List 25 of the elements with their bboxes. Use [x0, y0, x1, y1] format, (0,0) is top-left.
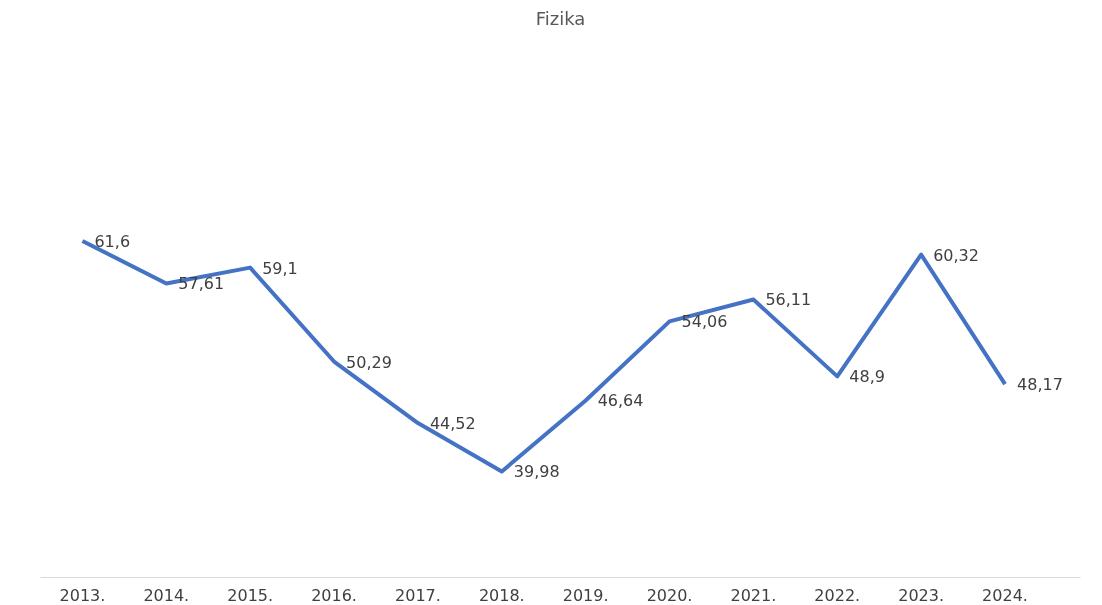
- data-label: 60,32: [933, 245, 979, 265]
- data-label: 61,6: [94, 231, 131, 251]
- data-label: 48,17: [1017, 375, 1063, 395]
- chart-title: Fizika: [535, 7, 586, 29]
- data-label: 50,29: [346, 352, 392, 372]
- x-tick-label: 2019.: [562, 585, 609, 605]
- x-tick-label: 2020.: [646, 585, 693, 605]
- x-tick-label: 2013.: [59, 585, 106, 605]
- data-label: 54,06: [681, 312, 728, 332]
- x-tick-label: 2014.: [143, 585, 190, 605]
- data-label: 44,52: [429, 414, 476, 434]
- x-tick-label: 2016.: [311, 585, 357, 605]
- data-label: 59,1: [262, 258, 298, 278]
- x-tick-label: 2017.: [395, 585, 441, 605]
- data-label: 48,9: [849, 367, 885, 387]
- x-tick-label: 2018.: [478, 585, 525, 605]
- x-tick-label: 2022.: [814, 585, 861, 605]
- data-label: 46,64: [597, 391, 644, 411]
- x-tick-label: 2021.: [730, 585, 777, 605]
- data-label: 56,11: [765, 290, 812, 310]
- x-tick-label: 2023.: [898, 585, 945, 605]
- data-label: 39,98: [513, 462, 560, 482]
- x-tick-label: 2015.: [227, 585, 274, 605]
- data-label: 57,61: [178, 274, 225, 294]
- x-tick-label: 2024.: [982, 585, 1028, 605]
